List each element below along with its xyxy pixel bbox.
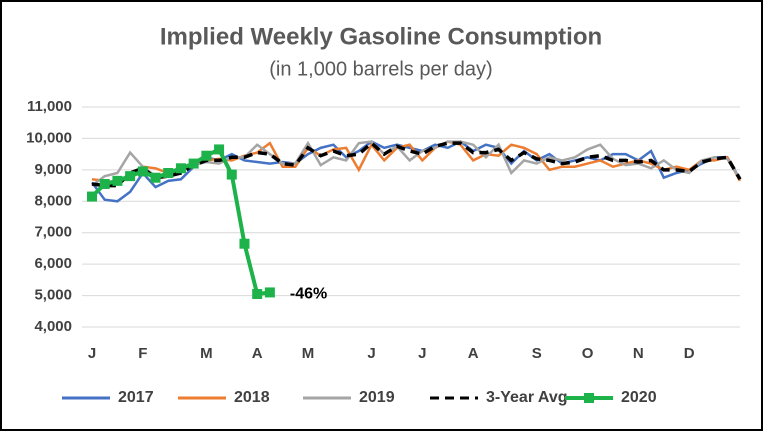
x-tick-label: O [582,345,594,362]
x-tick-label: J [88,345,96,362]
marker [87,191,97,202]
y-tick-label: 8,000 [34,192,72,209]
y-tick-label: 6,000 [34,255,72,272]
x-tick-label: D [684,345,695,362]
x-tick-label: M [200,345,213,362]
x-tick-label: S [532,345,542,362]
marker [239,238,250,249]
x-tick-label: J [418,345,426,362]
marker [201,150,212,161]
chart-subtitle: (in 1,000 barrels per day) [269,58,492,80]
marker [214,144,225,155]
marker [226,169,237,180]
legend-label: 2017 [118,389,154,406]
legend-label: 2018 [234,389,270,406]
y-tick-label: 9,000 [34,161,72,178]
y-tick-label: 4,000 [34,318,72,335]
y-tick-label: 10,000 [26,129,72,146]
marker [163,168,174,178]
legend-label: 2019 [359,389,395,406]
x-tick-label: A [468,345,479,362]
chart-title: Implied Weekly Gasoline Consumption [160,23,602,50]
marker [264,287,275,298]
legend-label: 3-Year Avg [486,389,568,406]
legend-label: 2020 [621,389,657,406]
marker [99,179,110,189]
marker [112,175,123,186]
marker [175,163,186,174]
x-tick-label: A [252,345,263,362]
marker [150,172,161,183]
annotation: -46% [290,286,327,303]
y-tick-label: 5,000 [34,287,72,304]
series-line [91,140,742,188]
x-tick-label: F [138,345,147,362]
x-tick-label: J [367,345,375,362]
y-tick-label: 7,000 [34,224,72,241]
marker [137,166,148,177]
marker [188,158,199,169]
x-tick-label: N [633,345,644,362]
marker [125,171,136,182]
legend-marker [584,393,594,403]
y-tick-label: 11,000 [27,98,72,115]
marker [252,289,263,299]
x-tick-label: M [302,345,315,362]
